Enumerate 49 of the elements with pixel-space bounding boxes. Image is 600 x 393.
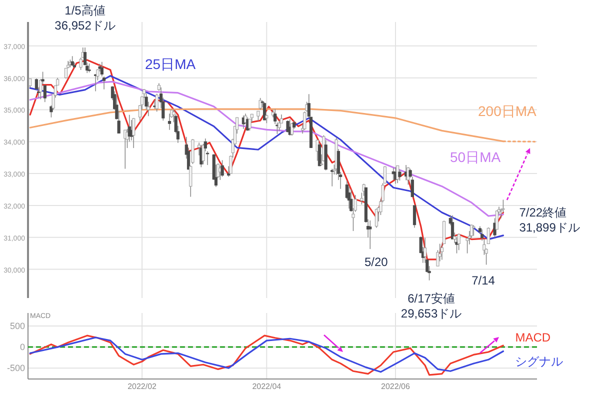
series-label: 50日MA [450, 149, 502, 165]
candlestick [278, 120, 281, 132]
annotation: 5/20 [364, 255, 388, 270]
series-label: 200日MA [478, 103, 538, 119]
candlestick [412, 205, 416, 228]
series-label: 25日MA [145, 56, 196, 72]
candlestick [191, 138, 194, 164]
x-tick-label: 2022/04 [252, 382, 282, 391]
candlestick [486, 227, 490, 244]
candlestick [227, 166, 230, 178]
candlestick [70, 56, 74, 66]
candlestick [374, 208, 378, 228]
candlestick [206, 150, 210, 166]
y-tick-label: 500 [10, 321, 25, 332]
candlestick [132, 118, 136, 148]
annotation: 7/14 [472, 274, 496, 288]
x-tick-label: 2022/02 [128, 382, 158, 391]
candlestick [472, 224, 476, 236]
candlestick [258, 98, 262, 110]
annotation: 6/17安値 29,653ドル [400, 291, 462, 320]
candlestick [168, 113, 172, 130]
x-tick-label: 2022/06 [381, 382, 410, 391]
candlestick [442, 220, 446, 244]
candlestick [50, 104, 53, 118]
candlestick [220, 160, 224, 178]
candlestick [286, 120, 290, 133]
y-tick-label: -500 [6, 363, 25, 374]
candlestick [368, 220, 372, 250]
line-series [29, 75, 504, 240]
candlestick [43, 84, 46, 102]
candlestick [330, 168, 334, 187]
candlestick [493, 218, 496, 238]
candlestick [398, 169, 402, 181]
candlestick [189, 165, 192, 198]
candlestick [424, 237, 427, 264]
candlestick [360, 192, 364, 205]
series-label: シグナル [515, 354, 564, 368]
annotation: 7/22終値 31,899ドル [519, 206, 580, 235]
y-tick-label: 0 [20, 342, 25, 352]
candlestick [102, 76, 106, 90]
candlestick [450, 214, 454, 240]
candlestick [440, 243, 444, 260]
candlestick [457, 234, 460, 251]
candlestick [318, 142, 322, 167]
annotation: 1/5高値 36,952ドル [54, 3, 116, 32]
candlestick [263, 102, 266, 121]
candlestick [256, 110, 260, 122]
line-series [29, 80, 504, 217]
series-label: MACD [515, 330, 551, 345]
